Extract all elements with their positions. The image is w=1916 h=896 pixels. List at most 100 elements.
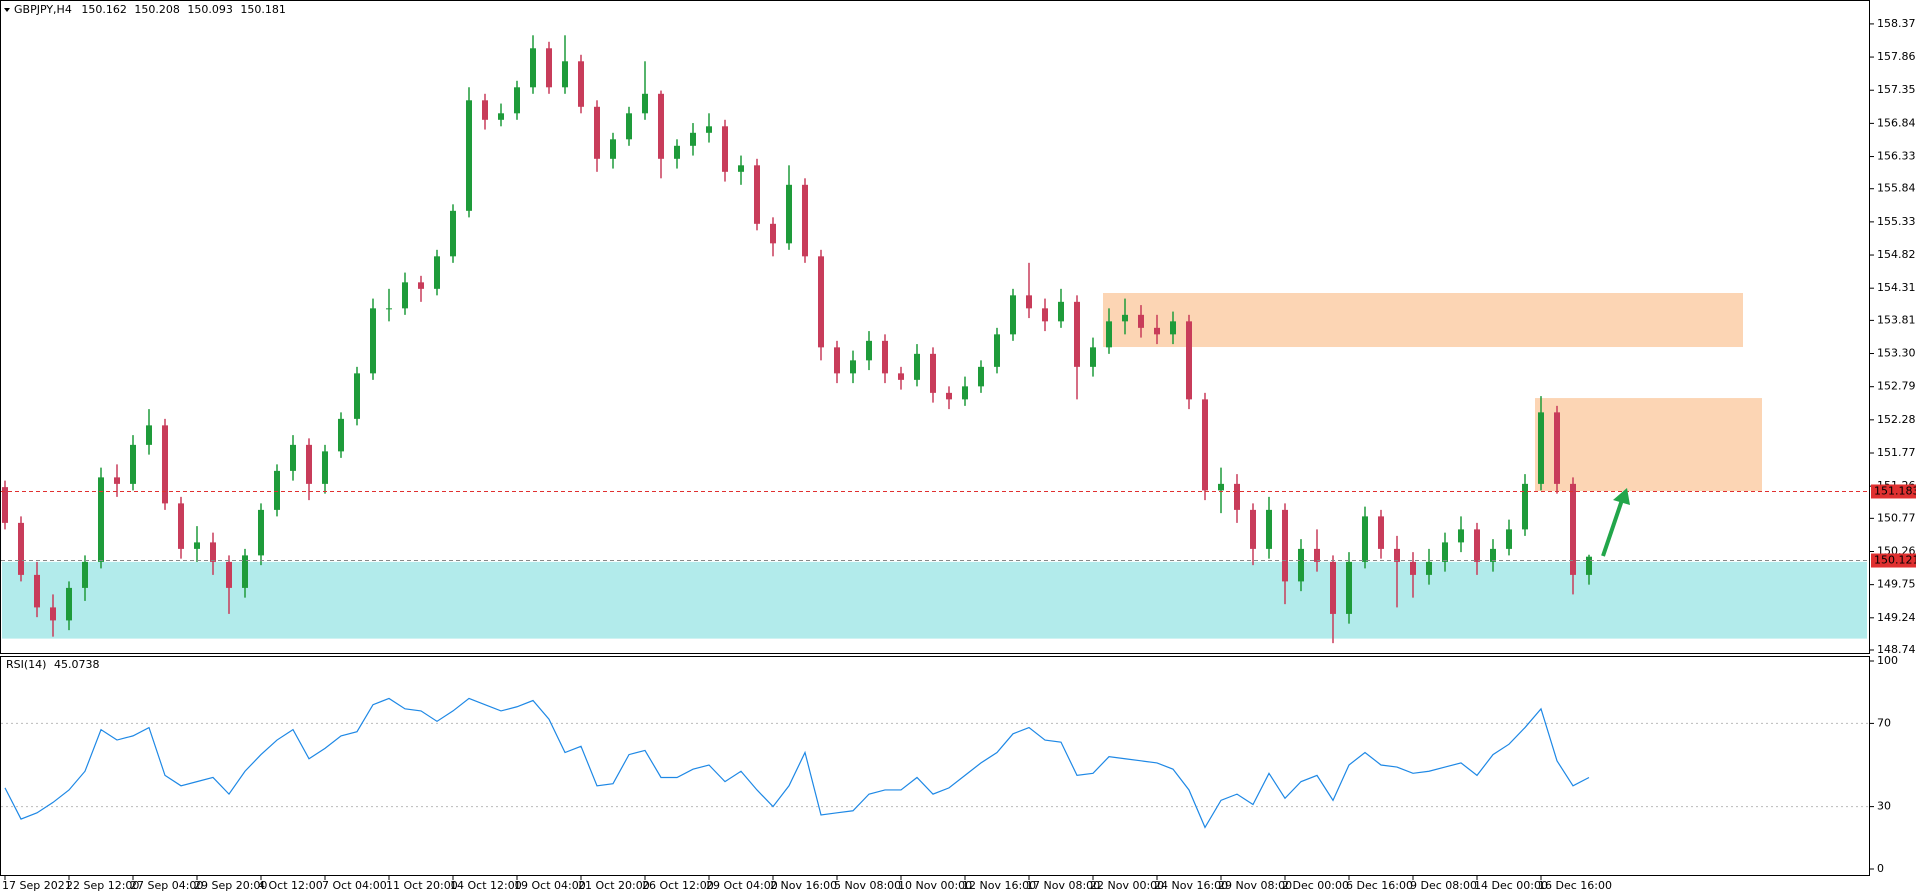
x-tick-label: 2 Dec 00:00	[1282, 879, 1349, 892]
candle-body	[1170, 321, 1176, 335]
candle-body	[1218, 483, 1224, 491]
candle-body	[1026, 295, 1032, 309]
candle-body	[434, 256, 440, 289]
y-tick-label: 154.310	[1877, 281, 1916, 294]
rsi-value: 45.0738	[54, 658, 100, 671]
candle-body	[706, 126, 712, 133]
candle-body	[818, 256, 824, 348]
candle-body	[194, 542, 200, 549]
quote-high: 150.208	[134, 3, 180, 16]
candle-body	[962, 386, 968, 400]
x-tick-label: 22 Sep 12:00	[66, 879, 139, 892]
zone	[1535, 398, 1762, 492]
y-tick-label: 153.815	[1877, 313, 1916, 326]
x-tick-label: 19 Oct 04:00	[514, 879, 586, 892]
rsi-title: RSI(14)	[6, 658, 46, 671]
candle-body	[610, 139, 616, 159]
candle-body	[1314, 548, 1320, 562]
candle-body	[914, 353, 920, 380]
arrow-head	[1613, 488, 1630, 505]
x-tick-label: 14 Dec 00:00	[1474, 879, 1548, 892]
candle-body	[1538, 412, 1544, 484]
candle-body	[162, 425, 168, 504]
candle-body	[370, 308, 376, 374]
candle-body	[50, 607, 56, 621]
candle-body	[1090, 347, 1096, 367]
candle-body	[946, 392, 952, 400]
candle-body	[146, 425, 152, 445]
candle-body	[178, 503, 184, 549]
price-label: 150.121	[1874, 554, 1916, 567]
candle-body	[386, 308, 392, 310]
candle-body	[1186, 321, 1192, 400]
candle-body	[450, 210, 456, 257]
candle-body	[802, 184, 808, 257]
candle-body	[1074, 301, 1080, 367]
rsi-header: RSI(14) 45.0738	[6, 658, 99, 671]
candle-body	[994, 334, 1000, 367]
candle-body	[530, 48, 536, 88]
symbol-title: GBPJPY,H4	[14, 3, 72, 16]
candle-body	[770, 223, 776, 244]
x-tick-label: 29 Oct 04:00	[706, 879, 778, 892]
candle-body	[1586, 556, 1592, 575]
arrow-shaft	[1601, 499, 1624, 557]
x-tick-label: 21 Oct 20:00	[578, 879, 650, 892]
candle-body	[1250, 509, 1256, 549]
candle-body	[290, 444, 296, 471]
candle-body	[674, 145, 680, 159]
candle-body	[1202, 399, 1208, 491]
candle-body	[258, 509, 264, 556]
candle-body	[562, 61, 568, 88]
candle-body	[1426, 561, 1432, 575]
candle-body	[546, 48, 552, 88]
candle-body	[402, 282, 408, 309]
candle-body	[354, 373, 360, 419]
y-tick-label: 100	[1877, 654, 1898, 667]
candle-body	[482, 100, 488, 120]
candle-body	[2, 487, 8, 523]
candle-body	[850, 360, 856, 374]
candle-body	[1442, 542, 1448, 562]
candle-body	[82, 561, 88, 588]
x-tick-label: 6 Dec 16:00	[1346, 879, 1413, 892]
candle-body	[1154, 327, 1160, 335]
x-tick-label: 5 Nov 08:00	[834, 879, 901, 892]
candle-body	[210, 542, 216, 562]
zone	[2, 561, 1867, 639]
candle-body	[1138, 314, 1144, 328]
y-tick-label: 156.335	[1877, 150, 1916, 163]
candle-body	[930, 353, 936, 393]
candle-body	[594, 106, 600, 159]
y-tick-label: 30	[1877, 800, 1891, 813]
candle-body	[242, 555, 248, 588]
quote-low: 150.093	[187, 3, 233, 16]
menu-triangle	[4, 8, 10, 12]
candle-body	[722, 126, 728, 172]
candle-body	[226, 561, 232, 588]
x-tick-label: 29 Nov 08:00	[1218, 879, 1292, 892]
price-label-bg	[1871, 553, 1916, 568]
candle-body	[1522, 483, 1528, 530]
chart-header: GBPJPY,H4 150.162 150.208 150.093 150.18…	[14, 3, 286, 16]
x-tick-label: 11 Oct 20:00	[386, 879, 458, 892]
zones	[2, 292, 1867, 639]
x-tick-label: 7 Oct 04:00	[322, 879, 387, 892]
candle-body	[898, 373, 904, 380]
candle-body	[738, 165, 744, 172]
y-tick-label: 157.865	[1877, 50, 1916, 63]
x-tick-label: 22 Nov 00:00	[1090, 879, 1164, 892]
candle-body	[466, 100, 472, 211]
candle-body	[274, 470, 280, 510]
candle-body	[306, 444, 312, 484]
x-tick-label: 12 Nov 16:00	[962, 879, 1036, 892]
candle-body	[1058, 301, 1064, 322]
candle-body	[882, 340, 888, 374]
candle-body	[642, 93, 648, 114]
candle-body	[866, 340, 872, 361]
candle-body	[978, 366, 984, 387]
candle-body	[514, 87, 520, 114]
main-panel-frame	[0, 0, 1870, 654]
